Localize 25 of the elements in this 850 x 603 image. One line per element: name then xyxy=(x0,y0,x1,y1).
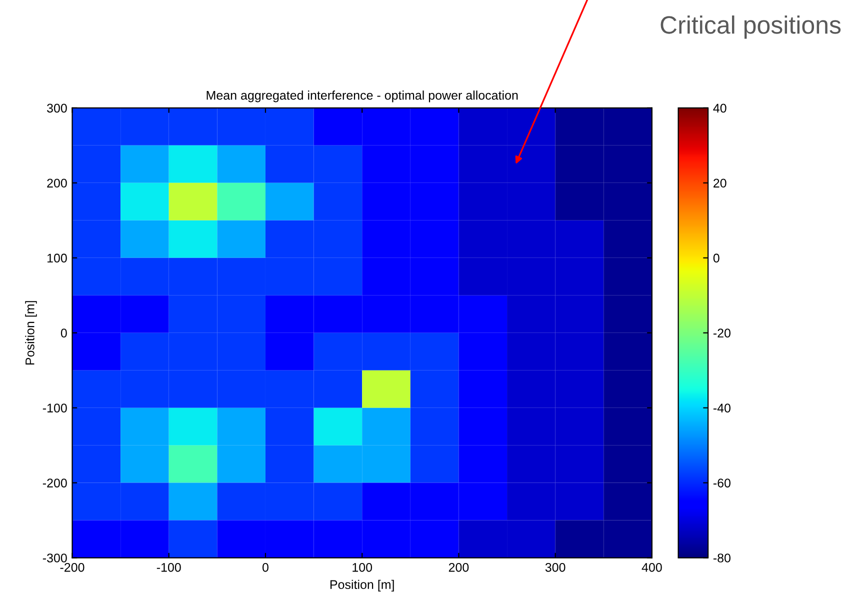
y-tick-label: 0 xyxy=(60,328,67,338)
x-axis-title: Position [m] xyxy=(330,580,394,592)
y-tick-label: -100 xyxy=(42,404,67,412)
color-bar-label: -60 xyxy=(713,478,730,488)
y-tick-label: 100 xyxy=(47,254,67,263)
x-tick-label: -200 xyxy=(60,562,84,572)
x-tick-label: 400 xyxy=(642,562,662,572)
x-tick-label: -100 xyxy=(156,562,181,572)
color-bar-label: 40 xyxy=(713,104,726,113)
color-bar-label: -40 xyxy=(713,404,730,412)
x-tick-label: 100 xyxy=(352,562,372,572)
y-axis-title: Position [m] xyxy=(25,301,37,364)
y-tick-label: 300 xyxy=(47,104,67,113)
color-bar-label: 0 xyxy=(713,254,720,263)
chart-title: Mean aggregated interference - optimal power allocation xyxy=(206,90,518,102)
x-tick-label: 0 xyxy=(262,562,268,572)
color-bar-label: -20 xyxy=(713,328,730,338)
y-tick-label: 200 xyxy=(47,178,67,188)
x-tick-label: 300 xyxy=(545,562,566,572)
color-bar-label: -80 xyxy=(713,554,730,562)
x-tick-label: 200 xyxy=(448,562,469,572)
color-bar-label: 20 xyxy=(714,178,726,188)
y-tick-label: -300 xyxy=(42,554,67,562)
text: Critical positions xyxy=(660,15,841,39)
y-tick-label: -200 xyxy=(42,478,67,488)
